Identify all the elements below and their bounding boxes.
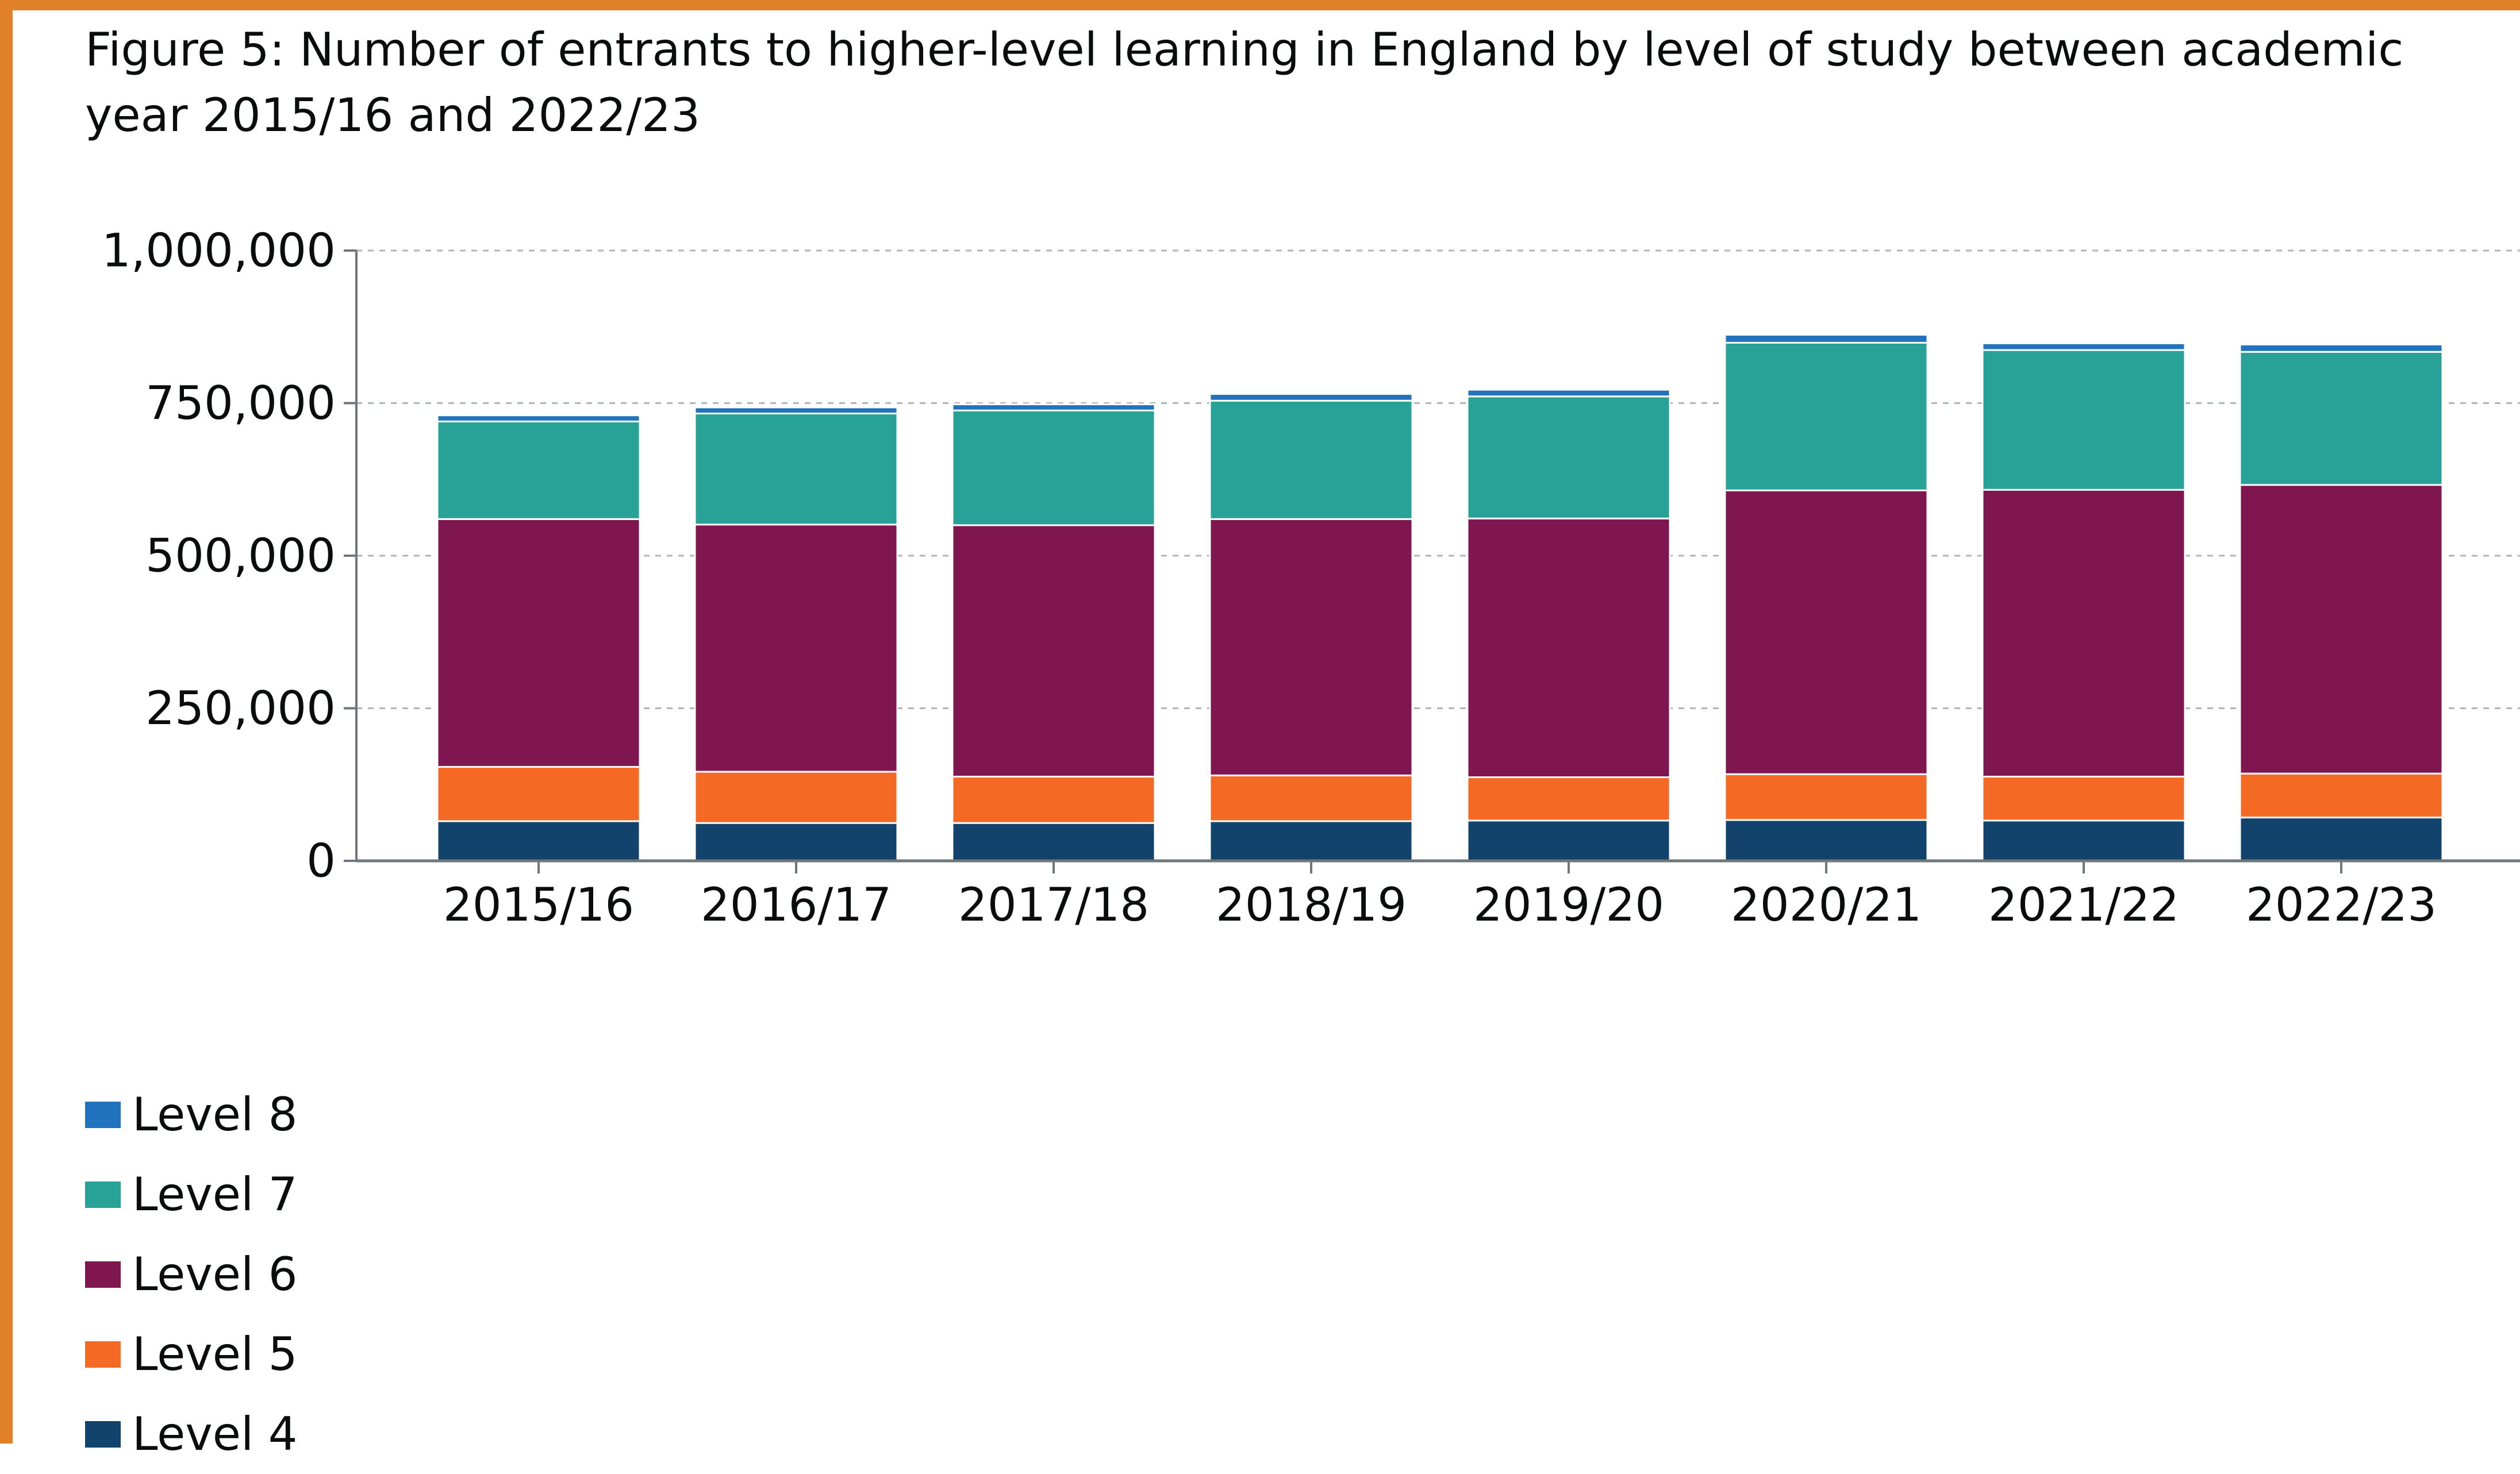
bar-level-5-2015-16 [436,765,641,822]
bar-level-5-2020-21 [1724,773,1929,821]
legend-label: Level 6 [132,1248,298,1301]
bar-level-7-2017-18 [951,409,1156,526]
legend-swatch [85,1341,121,1368]
legend-item-level-7: Level 7 [85,1154,298,1234]
bar-level-6-2015-16 [436,518,641,768]
legend-label: Level 8 [132,1088,298,1141]
y-tick-label: 500,000 [145,529,336,583]
legend-item-level-5: Level 5 [85,1314,298,1394]
bar-level-4-2021-22 [1981,819,2186,862]
chart-title: Figure 5: Number of entrants to higher-l… [85,23,2404,142]
legend-label: Level 7 [132,1168,298,1221]
x-tick-label: 2016/17 [701,878,892,932]
bars [436,334,2444,862]
x-tick-label: 2021/22 [1988,878,2179,932]
bar-level-8-2015-16 [436,414,641,422]
bar-level-4-2018-19 [1209,820,1413,862]
bar-level-4-2022-23 [2239,817,2444,862]
bar-level-8-2020-21 [1724,334,1929,344]
bar-level-5-2022-23 [2239,772,2444,819]
legend-swatch [85,1101,121,1128]
bar-level-7-2022-23 [2239,351,2444,486]
bar-level-7-2015-16 [436,420,641,520]
x-tick-label: 2019/20 [1473,878,1664,932]
bar-level-6-2020-21 [1724,489,1929,775]
bar-level-8-2022-23 [2239,344,2444,353]
bar-level-6-2021-22 [1981,488,2186,778]
legend-swatch [85,1181,121,1208]
bar-level-5-2018-19 [1209,774,1413,822]
bar-level-4-2020-21 [1724,819,1929,862]
legend: Level 8 Level 7 Level 6 Level 5 Level 4 [85,1075,298,1474]
bar-level-5-2019-20 [1466,776,1671,822]
legend-item-level-6: Level 6 [85,1234,298,1314]
bar-level-8-2018-19 [1209,393,1413,402]
bar-level-8-2017-18 [951,403,1156,411]
orange-frame-left [0,0,13,1444]
gridlines [356,249,2520,709]
bar-level-6-2018-19 [1209,518,1413,776]
bar-level-4-2016-17 [694,822,898,862]
bar-level-7-2021-22 [1981,349,2186,491]
bar-level-6-2022-23 [2239,484,2444,775]
legend-item-level-8: Level 8 [85,1075,298,1154]
bar-level-4-2017-18 [951,822,1156,862]
bar-level-7-2019-20 [1466,395,1671,519]
axes [344,249,2520,873]
legend-label: Level 5 [132,1327,298,1381]
legend-item-level-4: Level 4 [85,1394,298,1474]
bar-level-6-2019-20 [1466,517,1671,779]
y-tick-label: 750,000 [145,376,336,430]
bar-level-7-2020-21 [1724,341,1929,491]
legend-swatch [85,1421,121,1448]
bar-level-6-2017-18 [951,524,1156,778]
legend-swatch [85,1261,121,1288]
orange-frame-top [0,0,2520,10]
bar-level-7-2016-17 [694,413,898,526]
x-tick-label: 2022/23 [2246,878,2437,932]
bar-level-4-2015-16 [436,820,641,862]
legend-label: Level 4 [132,1407,298,1461]
y-tick-label: 0 [306,834,336,888]
x-tick-label: 2018/19 [1216,878,1407,932]
bar-level-5-2021-22 [1981,775,2186,822]
bar-level-5-2017-18 [951,775,1156,824]
y-tick-label: 250,000 [145,682,336,735]
bar-level-7-2018-19 [1209,399,1413,520]
y-tick-label: 1,000,000 [102,224,336,278]
bar-level-4-2019-20 [1466,819,1671,862]
y-tick-labels: 0 250,000 500,000 750,000 1,000,000 [102,224,336,888]
bar-level-8-2019-20 [1466,388,1671,398]
x-tick-labels: 2015/16 2016/17 2017/18 2018/19 2019/20 2020/… [443,878,2437,932]
x-tick-label: 2015/16 [443,878,634,932]
bar-level-5-2016-17 [694,771,898,824]
bar-level-8-2016-17 [694,406,898,415]
bar-level-8-2021-22 [1981,342,2186,351]
bar-level-6-2016-17 [694,524,898,773]
x-tick-label: 2020/21 [1731,878,1922,932]
x-tick-label: 2017/18 [958,878,1149,932]
